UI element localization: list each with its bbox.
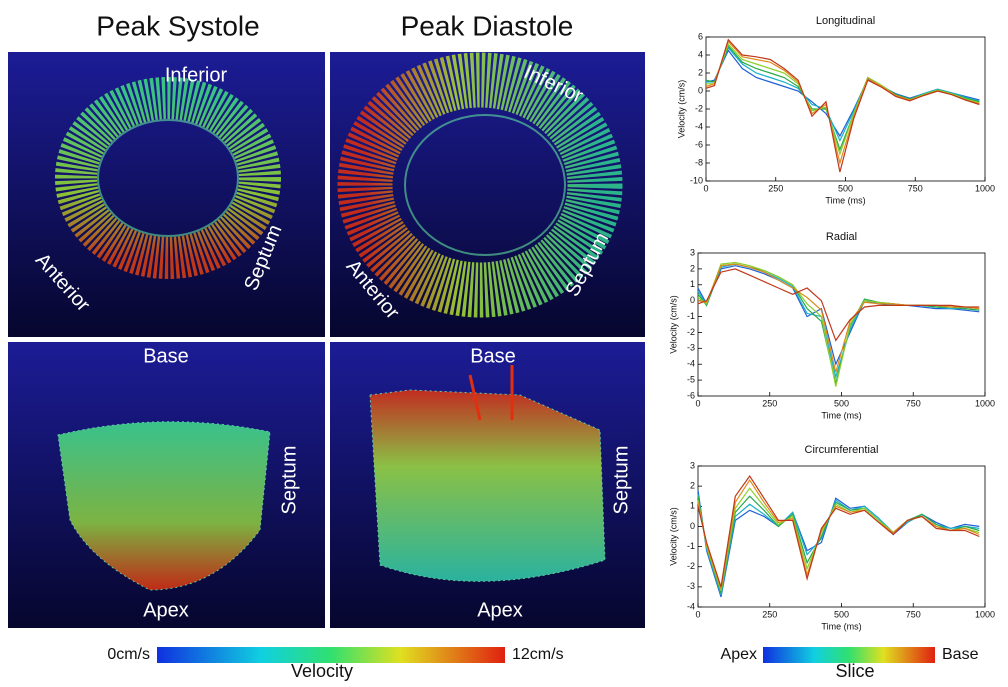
y-tick-label: -3 <box>687 343 695 353</box>
x-tick-label: 0 <box>703 183 708 193</box>
x-tick-label: 250 <box>762 609 777 619</box>
y-tick-label: -6 <box>687 390 695 400</box>
y-tick-label: 0 <box>690 521 695 531</box>
y-tick-label: -6 <box>695 139 703 149</box>
colorbar-title: Velocity <box>291 661 353 681</box>
panel-label: Inferior <box>165 64 228 86</box>
series-line <box>697 268 980 342</box>
y-tick-label: -3 <box>687 581 695 591</box>
colorbar <box>763 647 935 663</box>
y-tick-label: 1 <box>690 279 695 289</box>
x-tick-label: 750 <box>908 183 923 193</box>
panel-label: Apex <box>477 599 523 621</box>
series-line <box>697 490 980 598</box>
x-tick-label: 250 <box>768 183 783 193</box>
y-tick-label: 1 <box>690 501 695 511</box>
y-tick-label: -10 <box>690 175 703 185</box>
y-tick-label: -4 <box>687 359 695 369</box>
y-tick-label: 3 <box>690 460 695 470</box>
x-tick-label: 250 <box>762 398 777 408</box>
chart-title: Circumferential <box>805 444 879 456</box>
series-line <box>697 475 980 588</box>
y-tick-label: 3 <box>690 247 695 257</box>
y-tick-label: 4 <box>698 49 703 59</box>
panel-title: Peak Diastole <box>401 10 574 41</box>
y-tick-label: -8 <box>695 157 703 167</box>
colorbar-label: Base <box>942 646 979 663</box>
panel-label: Base <box>143 345 189 367</box>
colorbar-title: Slice <box>835 661 874 681</box>
x-tick-label: 500 <box>834 609 849 619</box>
panel-label: Septum <box>278 446 300 515</box>
x-axis-label: Time (ms) <box>821 621 861 631</box>
y-tick-label: -1 <box>687 311 695 321</box>
y-tick-label: -4 <box>687 601 695 611</box>
panel-title: Peak Systole <box>96 10 259 41</box>
y-tick-label: -2 <box>687 561 695 571</box>
image-panel <box>330 52 645 337</box>
series-line <box>697 495 980 594</box>
chart-title: Radial <box>826 231 857 243</box>
plot-frame <box>697 252 986 397</box>
image-panel <box>330 342 645 628</box>
colorbar-label: 12cm/s <box>512 646 564 663</box>
y-axis-label: Velocity (cm/s) <box>668 295 678 354</box>
series-line <box>705 49 980 138</box>
y-axis-label: Velocity (cm/s) <box>676 80 686 139</box>
y-tick-label: -2 <box>687 327 695 337</box>
x-tick-label: 1000 <box>975 398 995 408</box>
plot-frame <box>705 36 986 182</box>
x-axis-label: Time (ms) <box>825 195 865 205</box>
series-line <box>697 478 980 590</box>
y-axis-label: Velocity (cm/s) <box>668 507 678 566</box>
chart-title: Longitudinal <box>816 15 875 27</box>
colorbar-label: 0cm/s <box>107 646 150 663</box>
series-line <box>705 38 980 173</box>
colorbar-label: Apex <box>721 646 757 663</box>
y-tick-label: -1 <box>687 541 695 551</box>
panel-label: Apex <box>143 599 189 621</box>
series-line <box>706 46 980 142</box>
y-tick-label: -2 <box>695 103 703 113</box>
y-tick-label: 2 <box>690 481 695 491</box>
y-tick-label: 2 <box>698 67 703 77</box>
y-tick-label: -5 <box>687 374 695 384</box>
image-panel <box>8 52 325 337</box>
image-panel <box>8 342 325 628</box>
series-line <box>706 43 980 156</box>
x-tick-label: 1000 <box>975 609 995 619</box>
panel-label: Septum <box>610 446 632 515</box>
x-tick-label: 0 <box>695 609 700 619</box>
x-tick-label: 0 <box>695 398 700 408</box>
x-tick-label: 500 <box>834 398 849 408</box>
series-line <box>697 265 980 367</box>
y-tick-label: 0 <box>698 85 703 95</box>
x-tick-label: 750 <box>906 609 921 619</box>
x-axis-label: Time (ms) <box>821 410 861 420</box>
y-tick-label: 2 <box>690 263 695 273</box>
x-tick-label: 750 <box>906 398 921 408</box>
y-tick-label: 6 <box>698 31 703 41</box>
colorbar <box>157 647 505 663</box>
y-tick-label: 0 <box>690 295 695 305</box>
series-line <box>697 263 980 373</box>
x-tick-label: 500 <box>838 183 853 193</box>
x-tick-label: 1000 <box>975 183 995 193</box>
y-tick-label: -4 <box>695 121 703 131</box>
panel-label: Base <box>470 345 516 367</box>
